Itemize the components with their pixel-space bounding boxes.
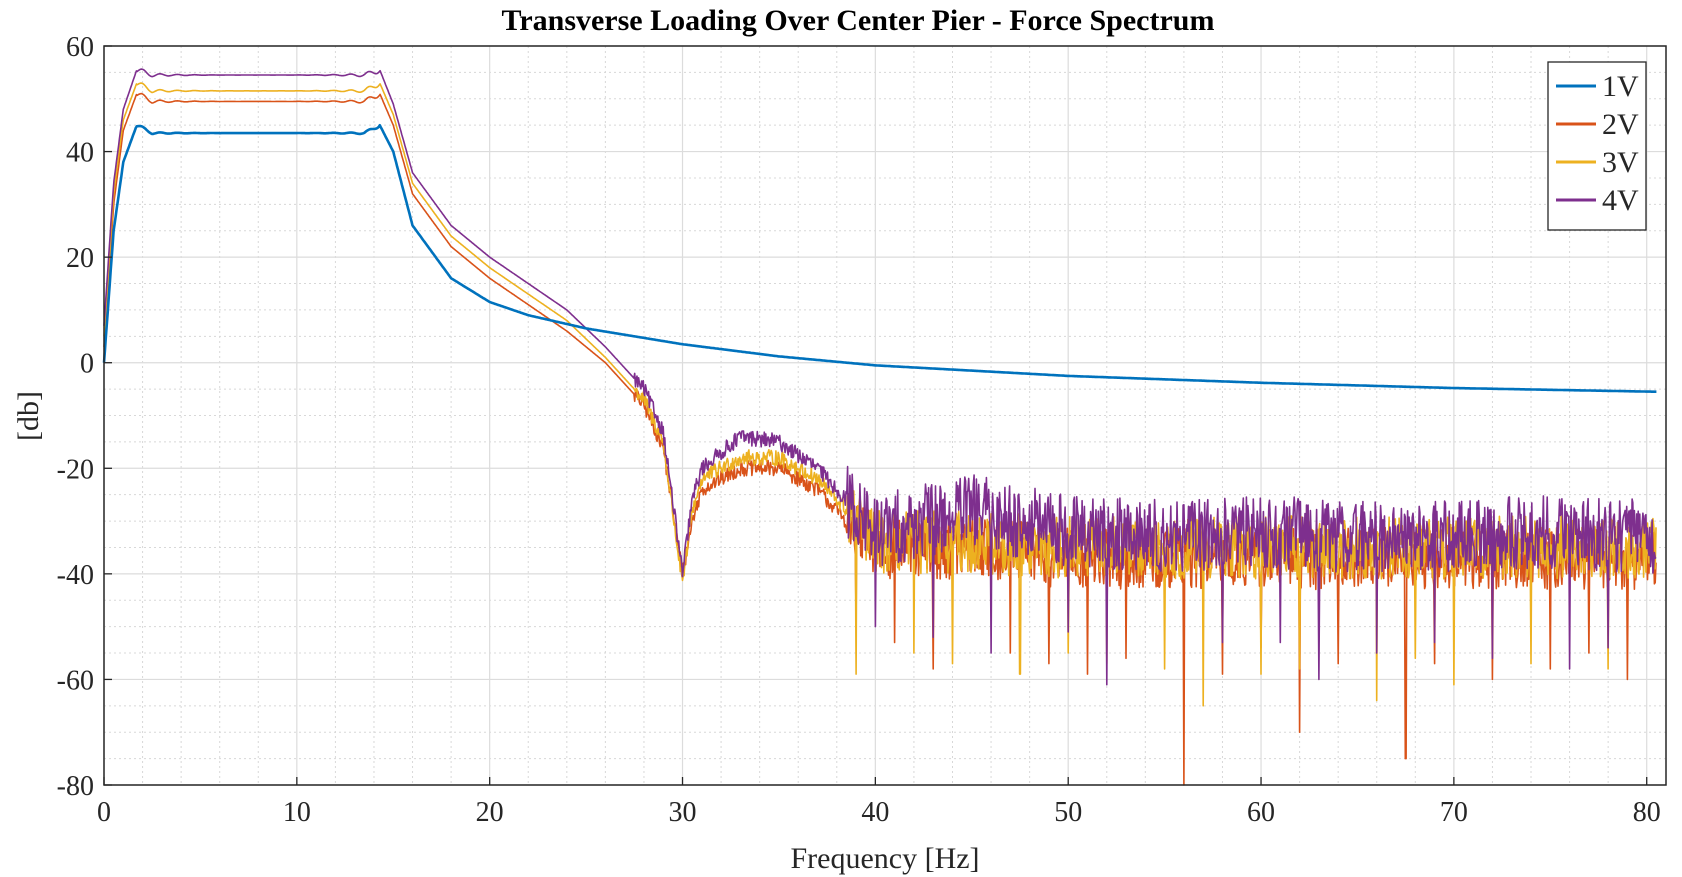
y-tick-label: 40 bbox=[66, 138, 94, 169]
y-axis: -80 -60 -40 -20 0 20 40 60 bbox=[57, 32, 112, 802]
y-axis-label: [db] bbox=[12, 391, 45, 441]
legend-label-1V: 1V bbox=[1602, 70, 1639, 103]
legend-label-4V: 4V bbox=[1602, 184, 1639, 217]
x-axis: 0 10 20 30 40 50 60 70 80 bbox=[97, 777, 1661, 828]
major-grid bbox=[103, 45, 1666, 786]
y-tick-label: -40 bbox=[57, 560, 94, 591]
x-axis-label: Frequency [Hz] bbox=[790, 842, 979, 875]
series-line-4V bbox=[103, 68, 1657, 686]
legend-label-2V: 2V bbox=[1602, 108, 1639, 141]
x-tick-label: 0 bbox=[97, 797, 111, 828]
y-tick-label: 20 bbox=[66, 243, 94, 274]
x-tick-label: 30 bbox=[669, 797, 697, 828]
chart-title: Transverse Loading Over Center Pier - Fo… bbox=[502, 4, 1215, 37]
plot-frame bbox=[103, 45, 1667, 786]
plot-area bbox=[102, 45, 1667, 786]
y-tick-label: -20 bbox=[57, 454, 94, 485]
y-tick-label: -80 bbox=[57, 771, 94, 802]
legend-box bbox=[1547, 61, 1647, 231]
x-tick-label: 20 bbox=[476, 797, 504, 828]
x-tick-label: 60 bbox=[1247, 797, 1275, 828]
x-tick-label: 40 bbox=[861, 797, 889, 828]
x-tick-label: 70 bbox=[1440, 797, 1468, 828]
x-tick-label: 50 bbox=[1054, 797, 1082, 828]
legend-label-3V: 3V bbox=[1602, 146, 1639, 179]
y-tick-label: -60 bbox=[57, 665, 94, 696]
series-layer bbox=[102, 68, 1657, 786]
x-tick-label: 10 bbox=[283, 797, 311, 828]
x-tick-label: 80 bbox=[1633, 797, 1661, 828]
y-tick-label: 60 bbox=[66, 32, 94, 63]
legend: 1V 2V 3V 4V bbox=[1547, 61, 1647, 231]
y-tick-label: 0 bbox=[80, 349, 94, 380]
series-line-1V bbox=[102, 123, 1657, 393]
